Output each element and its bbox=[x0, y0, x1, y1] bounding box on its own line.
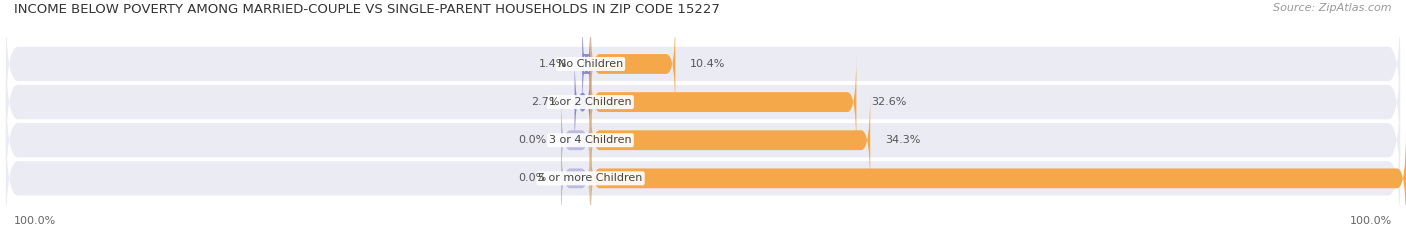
Text: 2.7%: 2.7% bbox=[531, 97, 560, 107]
Text: Source: ZipAtlas.com: Source: ZipAtlas.com bbox=[1274, 3, 1392, 14]
Text: 34.3%: 34.3% bbox=[884, 135, 921, 145]
FancyBboxPatch shape bbox=[561, 93, 591, 188]
Text: 1.4%: 1.4% bbox=[538, 59, 568, 69]
Text: 100.0%: 100.0% bbox=[14, 216, 56, 226]
Text: 0.0%: 0.0% bbox=[517, 173, 546, 183]
FancyBboxPatch shape bbox=[582, 17, 591, 111]
FancyBboxPatch shape bbox=[6, 5, 1400, 123]
Text: 5 or more Children: 5 or more Children bbox=[538, 173, 643, 183]
Text: INCOME BELOW POVERTY AMONG MARRIED-COUPLE VS SINGLE-PARENT HOUSEHOLDS IN ZIP COD: INCOME BELOW POVERTY AMONG MARRIED-COUPL… bbox=[14, 3, 720, 17]
Text: 32.6%: 32.6% bbox=[872, 97, 907, 107]
FancyBboxPatch shape bbox=[591, 131, 1406, 226]
Text: 0.0%: 0.0% bbox=[517, 135, 546, 145]
FancyBboxPatch shape bbox=[591, 93, 870, 188]
FancyBboxPatch shape bbox=[6, 81, 1400, 199]
FancyBboxPatch shape bbox=[591, 17, 675, 111]
FancyBboxPatch shape bbox=[6, 119, 1400, 233]
Text: 3 or 4 Children: 3 or 4 Children bbox=[550, 135, 631, 145]
FancyBboxPatch shape bbox=[561, 131, 591, 226]
FancyBboxPatch shape bbox=[591, 55, 856, 149]
FancyBboxPatch shape bbox=[575, 55, 591, 149]
Text: 10.4%: 10.4% bbox=[690, 59, 725, 69]
Text: 100.0%: 100.0% bbox=[1350, 216, 1392, 226]
Text: No Children: No Children bbox=[558, 59, 623, 69]
Text: 1 or 2 Children: 1 or 2 Children bbox=[550, 97, 631, 107]
FancyBboxPatch shape bbox=[6, 43, 1400, 161]
